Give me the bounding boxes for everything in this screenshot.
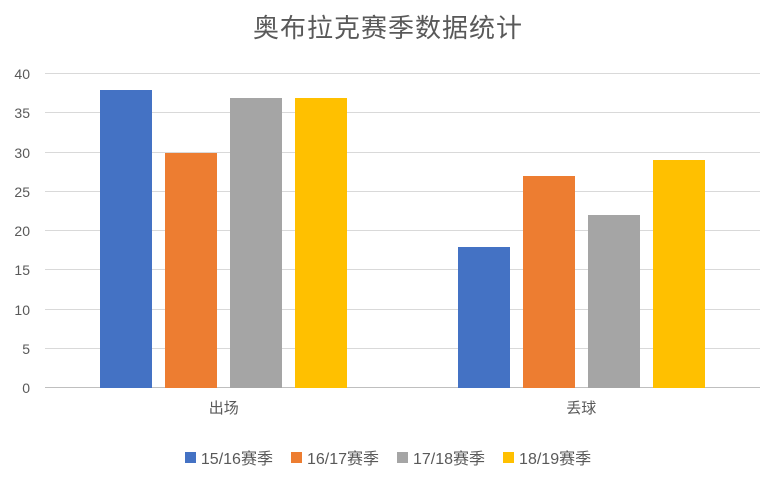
bar-c2-s2	[522, 176, 575, 388]
legend-item: 16/17赛季	[290, 445, 379, 469]
plot-area	[45, 73, 760, 388]
x-axis: 出场 丢球	[45, 397, 760, 418]
y-tick-label: 15	[14, 262, 30, 279]
gridline	[45, 73, 760, 74]
bar-c2-s1	[457, 246, 510, 388]
y-tick-label: 40	[14, 66, 30, 82]
legend-swatch-icon	[397, 451, 408, 463]
legend-item: 18/19赛季	[503, 445, 591, 469]
bar-c1-s3	[230, 97, 283, 388]
gridline	[45, 230, 760, 231]
legend-label: 15/16赛季	[200, 451, 273, 468]
y-tick-label: 20	[14, 223, 30, 239]
y-tick-label: 0	[22, 380, 30, 396]
legend-swatch-icon	[503, 451, 515, 463]
y-tick-label: 5	[22, 340, 30, 357]
y-tick-label: 35	[14, 105, 30, 122]
legend-swatch-icon	[184, 451, 196, 463]
legend-item: 17/18赛季	[397, 445, 485, 469]
bar-group-2	[403, 74, 761, 388]
bar-c2-s4	[652, 160, 705, 388]
bar-groups	[45, 74, 760, 388]
legend-swatch-icon	[290, 451, 302, 463]
y-axis: 0 5 10 15 20 25 30 35 40	[0, 67, 30, 395]
gridline	[45, 347, 760, 349]
legend-label: 18/19赛季	[519, 451, 592, 468]
y-tick-label: 25	[14, 183, 30, 200]
bar-group-1	[45, 74, 403, 388]
y-tick-label: 10	[14, 301, 30, 318]
bar-c1-s2	[165, 152, 218, 388]
chart-title: 奥布拉克赛季数据统计	[252, 13, 523, 43]
x-axis-line	[45, 387, 760, 388]
legend-item: 15/16赛季	[184, 445, 273, 469]
legend: 15/16赛季 16/17赛季 17/18赛季 18/19赛季	[0, 445, 776, 469]
x-category-label: 出场	[208, 400, 239, 417]
legend-label: 17/18赛季	[413, 451, 486, 468]
legend-label: 16/17赛季	[306, 451, 379, 468]
gridlines	[45, 73, 760, 388]
x-category-label: 丢球	[566, 400, 597, 417]
bar-c1-s1	[100, 89, 153, 388]
y-tick-label: 30	[14, 144, 30, 161]
bar-c2-s3	[587, 215, 640, 388]
gridline	[45, 190, 760, 192]
gridline	[45, 308, 760, 310]
gridline	[45, 269, 760, 271]
gridline	[45, 112, 760, 114]
bar-c1-s4	[295, 97, 348, 388]
gridline	[45, 151, 760, 153]
